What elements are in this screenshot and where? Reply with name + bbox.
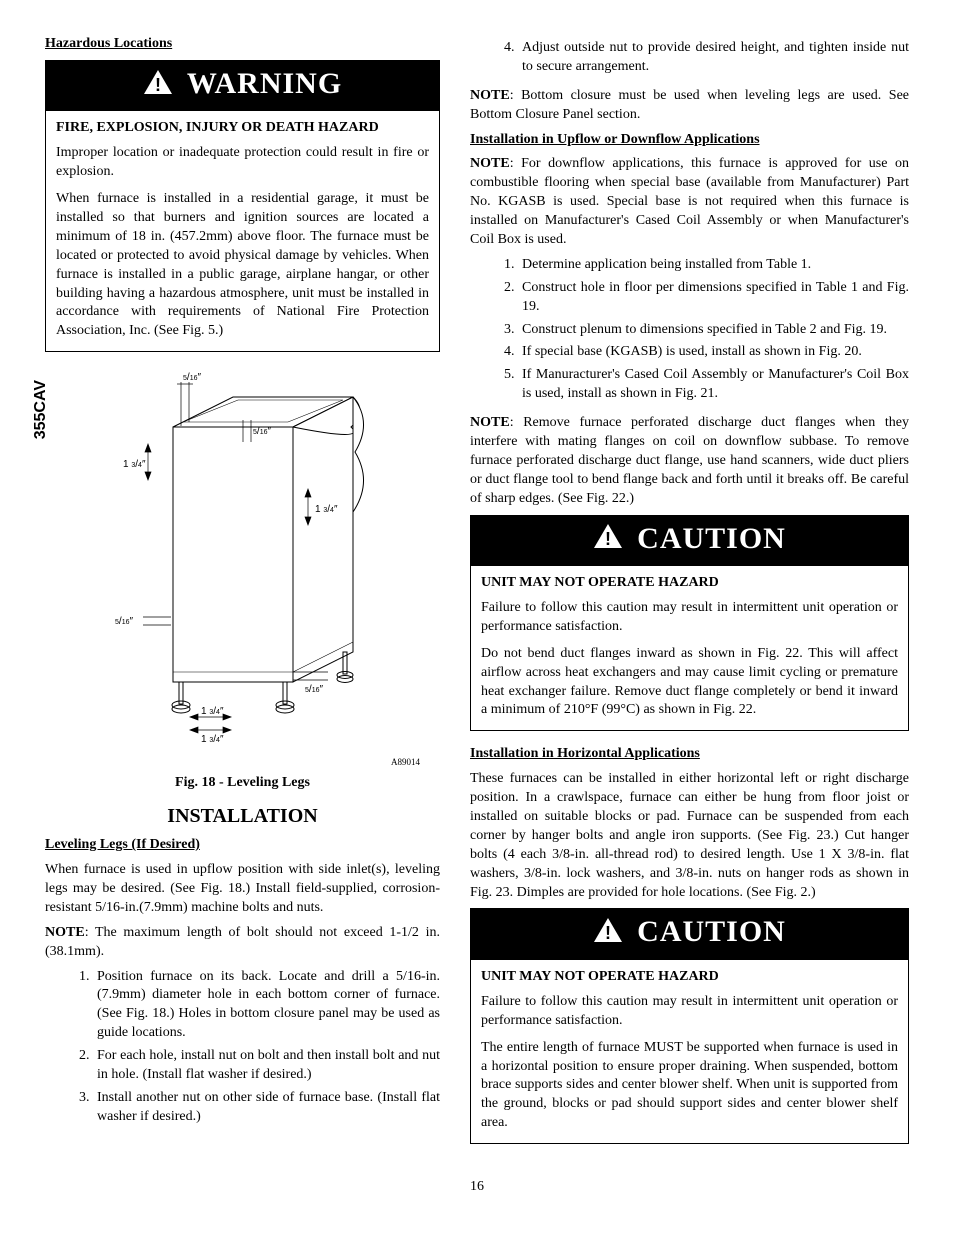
- caution2-hazard-label: UNIT MAY NOT OPERATE HAZARD: [481, 968, 898, 987]
- warning-box: FIRE, EXPLOSION, INJURY OR DEATH HAZARD …: [45, 110, 440, 352]
- svg-text:!: !: [605, 923, 611, 943]
- leveling-step-4: Adjust outside nut to provide desired he…: [518, 39, 909, 77]
- upflow-step-4: If special base (KGASB) is used, install…: [518, 343, 909, 362]
- caution1-hazard-label: UNIT MAY NOT OPERATE HAZARD: [481, 574, 898, 593]
- caution-triangle-icon: !: [593, 917, 623, 948]
- caution-title-2: CAUTION: [637, 912, 786, 953]
- horizontal-heading: Installation in Horizontal Applications: [470, 745, 909, 764]
- caution-title-1: CAUTION: [637, 519, 786, 560]
- svg-text:5/16″: 5/16″: [253, 426, 271, 437]
- warning-hazard-label: FIRE, EXPLOSION, INJURY OR DEATH HAZARD: [56, 119, 429, 138]
- upflow-step-2: Construct hole in floor per dimensions s…: [518, 279, 909, 317]
- two-column-layout: Hazardous Locations ! WARNING FIRE, EXPL…: [45, 35, 909, 1150]
- caution2-paragraph-2: The entire length of furnace MUST be sup…: [481, 1039, 898, 1133]
- figure-caption: Fig. 18 - Leveling Legs: [45, 774, 440, 793]
- note-flanges: NOTE: Remove furnace perforated discharg…: [470, 414, 909, 508]
- leveling-note-text: : The maximum length of bolt should not …: [45, 925, 440, 959]
- caution-box-2: UNIT MAY NOT OPERATE HAZARD Failure to f…: [470, 959, 909, 1144]
- svg-text:1 3/4″: 1 3/4″: [201, 734, 224, 745]
- note-flanges-text: : Remove furnace perforated discharge du…: [470, 415, 909, 506]
- warning-banner: ! WARNING: [45, 60, 440, 111]
- horizontal-paragraph-1: These furnaces can be installed in eithe…: [470, 770, 909, 902]
- leveling-step-3: Install another nut on other side of fur…: [93, 1089, 440, 1127]
- leveling-paragraph-1: When furnace is used in upflow position …: [45, 861, 440, 918]
- figure-18-diagram: 5/16″ 5/16″ 1 3/4″ 1 3/4″ 5/16″ 5/16″ 1 …: [93, 372, 393, 752]
- svg-text:1 3/4″: 1 3/4″: [201, 706, 224, 717]
- upflow-step-1: Determine application being installed fr…: [518, 256, 909, 275]
- svg-text:1 3/4″: 1 3/4″: [315, 504, 338, 515]
- note-label: NOTE: [470, 156, 510, 171]
- upflow-step-3: Construct plenum to dimensions specified…: [518, 321, 909, 340]
- upflow-steps-list: Determine application being installed fr…: [470, 256, 909, 404]
- caution-triangle-icon: !: [593, 523, 623, 554]
- warning-triangle-icon: !: [143, 69, 173, 100]
- caution-box-1: UNIT MAY NOT OPERATE HAZARD Failure to f…: [470, 565, 909, 731]
- leveling-steps-list: Position furnace on its back. Locate and…: [45, 968, 440, 1127]
- leveling-steps-continued: Adjust outside nut to provide desired he…: [470, 39, 909, 77]
- upflow-step-5: If Manuracturer's Cased Coil Assembly or…: [518, 366, 909, 404]
- svg-text:1 3/4″: 1 3/4″: [123, 459, 146, 470]
- svg-text:!: !: [605, 529, 611, 549]
- hazardous-locations-heading: Hazardous Locations: [45, 35, 440, 54]
- svg-text:!: !: [155, 75, 161, 95]
- caution1-paragraph-1: Failure to follow this caution may resul…: [481, 599, 898, 637]
- caution2-paragraph-1: Failure to follow this caution may resul…: [481, 993, 898, 1031]
- svg-text:5/16″: 5/16″: [183, 372, 201, 383]
- page-number: 16: [45, 1178, 909, 1197]
- caution-banner-1: ! CAUTION: [470, 515, 909, 566]
- installation-title: INSTALLATION: [45, 803, 440, 830]
- note-bottom-closure-text: : Bottom closure must be used when level…: [470, 88, 909, 122]
- upflow-heading: Installation in Upflow or Downflow Appli…: [470, 131, 909, 150]
- right-column: Adjust outside nut to provide desired he…: [470, 35, 909, 1150]
- note-label: NOTE: [470, 415, 510, 430]
- note-label: NOTE: [470, 88, 510, 103]
- leveling-step-2: For each hole, install nut on bolt and t…: [93, 1047, 440, 1085]
- warning-paragraph-1: Improper location or inadequate protecti…: [56, 144, 429, 182]
- upflow-note: NOTE: For downflow applications, this fu…: [470, 155, 909, 249]
- warning-paragraph-2: When furnace is installed in a residenti…: [56, 190, 429, 341]
- svg-text:5/16″: 5/16″: [115, 616, 133, 627]
- note-label: NOTE: [45, 925, 85, 940]
- caution1-paragraph-2: Do not bend duct flanges inward as shown…: [481, 645, 898, 721]
- leveling-note: NOTE: The maximum length of bolt should …: [45, 924, 440, 962]
- model-side-tab: 355CAV: [30, 380, 52, 439]
- left-column: Hazardous Locations ! WARNING FIRE, EXPL…: [45, 35, 440, 1150]
- leveling-step-1: Position furnace on its back. Locate and…: [93, 968, 440, 1044]
- caution-banner-2: ! CAUTION: [470, 908, 909, 959]
- upflow-note-text: : For downflow applications, this furnac…: [470, 156, 909, 247]
- figure-id: A89014: [45, 756, 440, 768]
- warning-title: WARNING: [187, 64, 342, 105]
- note-bottom-closure: NOTE: Bottom closure must be used when l…: [470, 87, 909, 125]
- svg-text:5/16″: 5/16″: [305, 684, 323, 695]
- leveling-legs-heading: Leveling Legs (If Desired): [45, 836, 440, 855]
